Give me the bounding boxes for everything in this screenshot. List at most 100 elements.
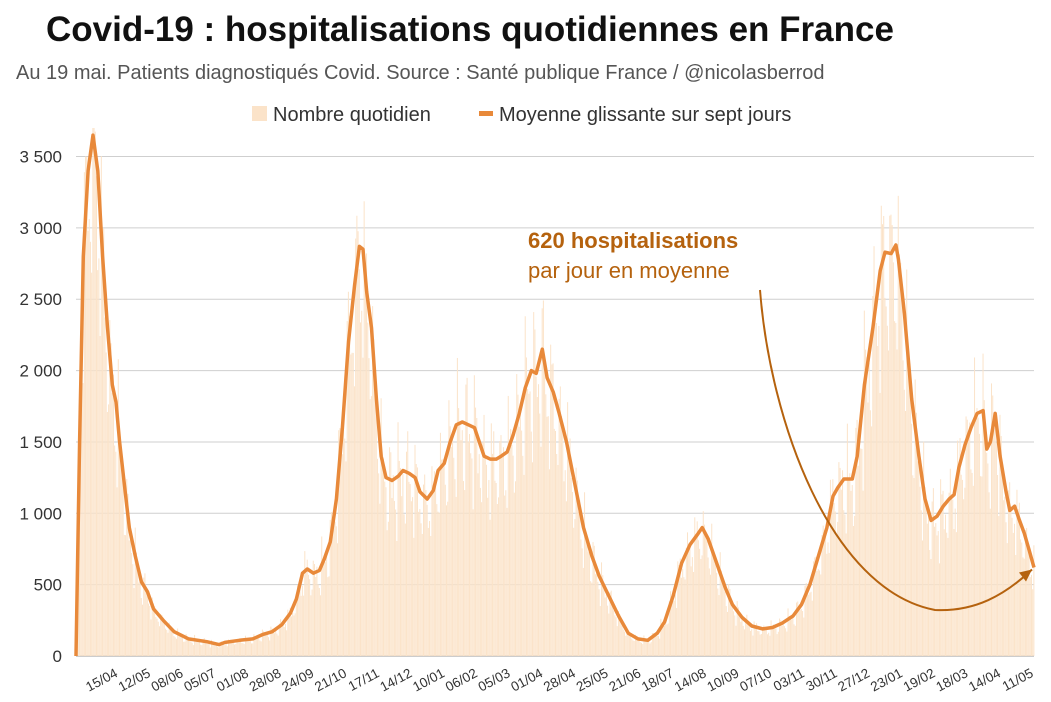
daily-bar (626, 627, 628, 656)
daily-bar (959, 438, 961, 656)
daily-bar (385, 487, 387, 656)
daily-bar (696, 521, 698, 656)
daily-bar (630, 635, 632, 656)
daily-bar (905, 410, 907, 656)
daily-bar (909, 388, 911, 656)
daily-bar (725, 606, 727, 656)
daily-bar (796, 602, 798, 656)
daily-bar (694, 517, 696, 656)
daily-bar (150, 619, 152, 656)
daily-bar (812, 561, 814, 656)
daily-bar (380, 398, 382, 656)
daily-bar (91, 272, 93, 656)
daily-bar (1030, 574, 1032, 656)
daily-bar (309, 579, 311, 656)
daily-bar (108, 404, 110, 656)
daily-bar (793, 624, 795, 656)
daily-bar (201, 645, 203, 656)
daily-bar (769, 635, 771, 656)
daily-bar (251, 643, 253, 656)
daily-bar (323, 557, 325, 656)
daily-bar (414, 444, 416, 656)
daily-bar (427, 527, 429, 656)
daily-bar (352, 352, 354, 656)
daily-bar (917, 461, 919, 656)
x-tick-label: 06/02 (443, 665, 480, 694)
daily-bar (752, 635, 754, 656)
daily-bar (697, 540, 699, 656)
daily-bar (228, 639, 229, 656)
daily-bar (631, 638, 633, 656)
daily-bar (599, 606, 601, 656)
daily-bar (266, 635, 268, 656)
daily-bar (638, 638, 640, 656)
x-tick-label: 18/07 (639, 665, 676, 694)
daily-bar (644, 639, 646, 656)
daily-bar (179, 633, 181, 656)
daily-bar (749, 630, 751, 656)
daily-bar (832, 479, 834, 656)
daily-bar (783, 626, 785, 656)
daily-bar (424, 474, 426, 656)
daily-bar (137, 564, 139, 656)
daily-bar (941, 494, 943, 656)
daily-bar (920, 510, 922, 656)
daily-bar (770, 620, 772, 656)
daily-bar (483, 414, 485, 656)
daily-bar (149, 605, 151, 656)
annotation-arrow (759, 289, 1033, 612)
daily-bar (282, 625, 284, 656)
daily-bar (211, 639, 213, 656)
daily-bar (822, 525, 824, 656)
daily-bar (977, 417, 979, 656)
daily-bar (260, 641, 262, 656)
daily-bar (803, 617, 805, 656)
daily-bar (168, 622, 170, 656)
daily-bar (333, 521, 335, 656)
daily-bar (992, 395, 994, 656)
daily-bar (866, 357, 868, 656)
daily-bar (912, 475, 914, 656)
daily-bar (676, 608, 678, 656)
daily-bar (728, 584, 730, 656)
daily-bar (591, 582, 593, 656)
daily-bar (942, 490, 944, 656)
daily-bar (949, 468, 951, 656)
daily-bar (292, 612, 294, 656)
daily-bar (194, 634, 196, 656)
daily-bar (192, 645, 194, 656)
daily-bar (823, 529, 825, 656)
daily-bar (261, 629, 263, 656)
daily-bar (479, 487, 481, 656)
daily-bar (213, 642, 215, 656)
daily-bar (293, 615, 295, 656)
daily-bar (432, 484, 434, 656)
daily-bar (768, 632, 770, 656)
daily-bar (885, 306, 887, 656)
daily-bar (230, 639, 232, 656)
daily-bar (837, 521, 839, 656)
y-tick-label: 500 (34, 576, 62, 595)
daily-bar (511, 445, 513, 656)
daily-bar (593, 545, 595, 656)
daily-bar (719, 552, 721, 656)
daily-bar (270, 626, 272, 656)
daily-bar (508, 447, 510, 656)
daily-bar (374, 383, 376, 656)
daily-bar (764, 628, 766, 656)
daily-bar (541, 308, 543, 656)
daily-bar (1010, 507, 1012, 656)
daily-bar (757, 630, 759, 656)
daily-bar (1024, 530, 1026, 656)
daily-bar (884, 297, 886, 656)
daily-bar (587, 551, 589, 656)
daily-bar (831, 502, 833, 656)
daily-bar (105, 352, 107, 656)
daily-bar (267, 637, 269, 656)
x-tick-label: 01/04 (508, 665, 545, 694)
daily-bar (453, 457, 455, 656)
daily-bar (775, 628, 777, 656)
daily-bar (590, 581, 592, 656)
daily-bar (502, 447, 504, 656)
daily-bar (913, 478, 915, 656)
